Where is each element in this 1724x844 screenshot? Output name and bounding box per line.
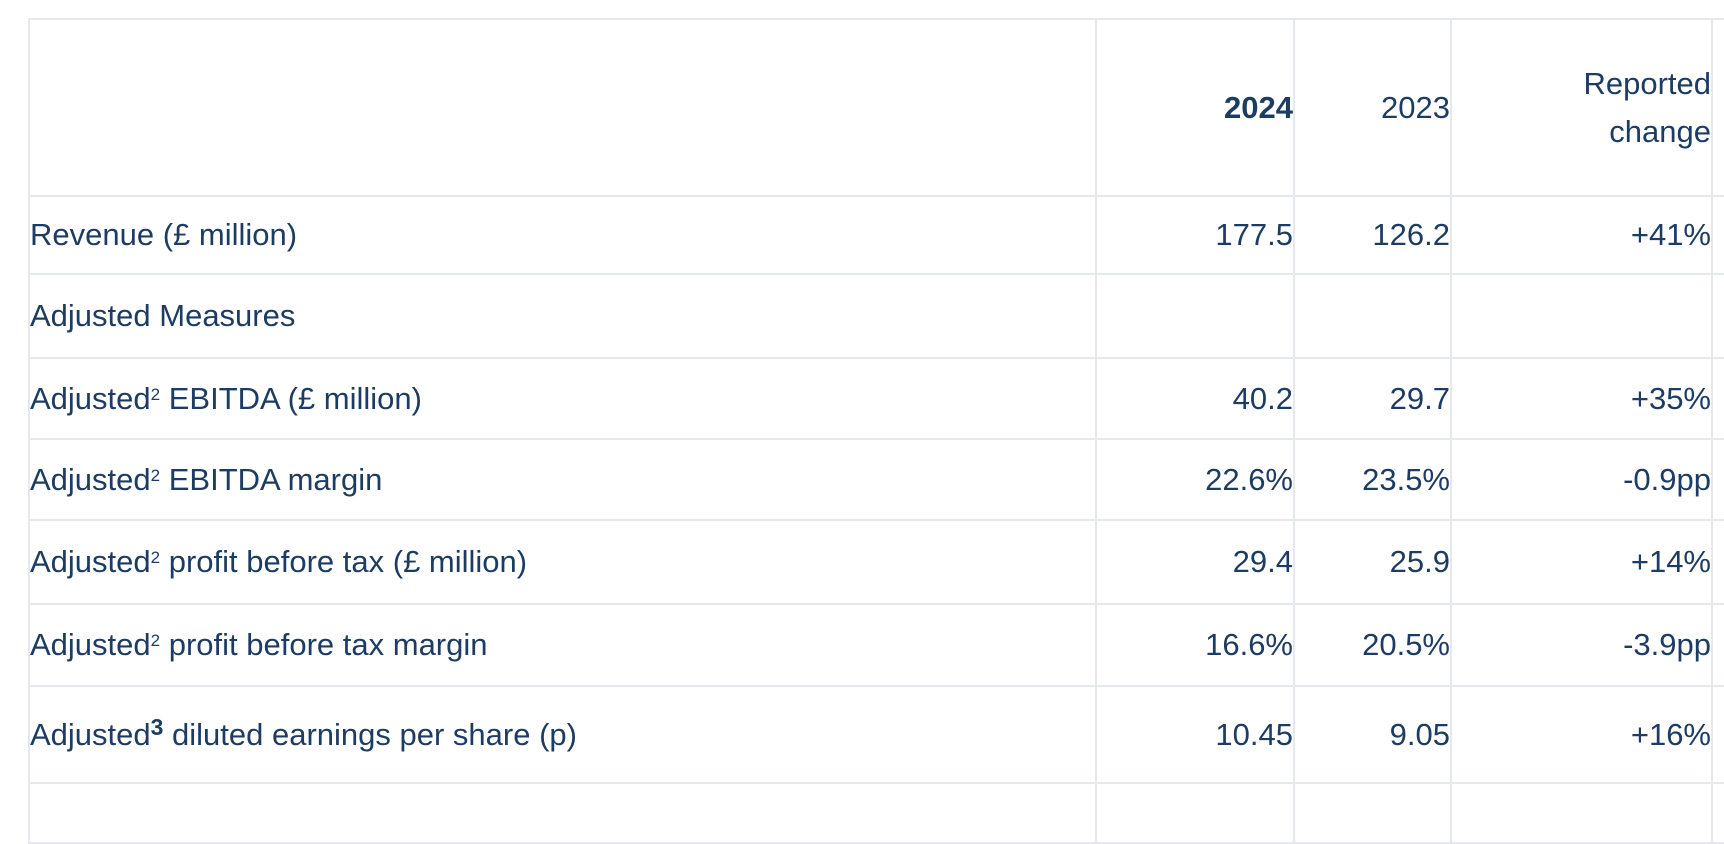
row-adjusted-profit-before-tax-margin: Adjusted2 profit before tax margin 16.6%… [28, 603, 1724, 687]
footnote-marker: 2 [150, 631, 161, 651]
metric-label: Adjusted2 EBITDA (£ million) [28, 357, 1097, 440]
value-2023: 20.5% [1293, 603, 1452, 687]
metric-label-text: Adjusted [30, 544, 151, 579]
footnote-marker: 2 [150, 465, 161, 485]
row-adjusted-diluted-eps: Adjusted3 diluted earnings per share (p)… [28, 685, 1724, 784]
value-change: +35% [1450, 357, 1713, 440]
value-extra [1711, 273, 1724, 359]
value-2024 [1095, 782, 1295, 844]
footnote-marker: 3 [150, 714, 164, 741]
metric-label-text: Adjusted [30, 461, 151, 497]
metric-label: Adjusted3 diluted earnings per share (p) [28, 685, 1097, 784]
value-2024 [1095, 273, 1295, 359]
row-revenue: Revenue (£ million) 177.5 126.2 +41% [28, 195, 1724, 275]
header-reported-change-line1: Reported [1583, 66, 1711, 102]
row-partial-clipped [28, 782, 1724, 844]
header-row: 2024 2023 Reported change [28, 18, 1724, 197]
value-2024: 16.6% [1095, 603, 1295, 687]
value-2024: 177.5 [1095, 195, 1295, 275]
metric-label: Adjusted2 profit before tax (£ million) [28, 519, 1097, 605]
header-year-2023: 2023 [1293, 18, 1452, 197]
value-2023 [1293, 273, 1452, 359]
value-extra [1711, 603, 1724, 687]
row-adjusted-ebitda: Adjusted2 EBITDA (£ million) 40.2 29.7 +… [28, 357, 1724, 440]
metric-label: Revenue (£ million) [28, 195, 1097, 275]
value-2023 [1293, 782, 1452, 844]
footnote-marker: 2 [150, 548, 161, 568]
value-change: +41% [1450, 195, 1713, 275]
metric-label-text: Adjusted [30, 627, 151, 662]
metric-label-rest: diluted earnings per share (p) [163, 716, 577, 752]
row-adjusted-profit-before-tax: Adjusted2 profit before tax (£ million) … [28, 519, 1724, 605]
value-extra [1711, 519, 1724, 605]
header-year-2024: 2024 [1095, 18, 1295, 197]
section-heading-text: Adjusted Measures [30, 298, 296, 333]
value-extra [1711, 438, 1724, 521]
value-extra [1711, 195, 1724, 275]
metric-label [28, 782, 1097, 844]
metric-label: Adjusted2 EBITDA margin [28, 438, 1097, 521]
header-reported-change: Reported change [1450, 18, 1713, 197]
metric-label-rest: EBITDA (£ million) [160, 380, 422, 416]
value-change: +16% [1450, 685, 1713, 784]
value-2024: 22.6% [1095, 438, 1295, 521]
header-extra-column [1711, 18, 1724, 197]
header-reported-change-line2: change [1609, 113, 1711, 149]
financial-summary-table: 2024 2023 Reported change Revenue (£ mill… [28, 18, 1724, 844]
value-2024: 29.4 [1095, 519, 1295, 605]
metric-label-text: Revenue (£ million) [30, 217, 298, 252]
value-extra [1711, 685, 1724, 784]
value-2024: 40.2 [1095, 357, 1295, 440]
value-2023: 9.05 [1293, 685, 1452, 784]
value-2023: 126.2 [1293, 195, 1452, 275]
value-change [1450, 782, 1713, 844]
financial-summary: 2024 2023 Reported change Revenue (£ mill… [28, 18, 1724, 844]
metric-label-rest: profit before tax margin [160, 627, 488, 662]
metric-label: Adjusted2 profit before tax margin [28, 603, 1097, 687]
metric-label-text: Adjusted [30, 380, 151, 416]
value-change: -3.9pp [1450, 603, 1713, 687]
value-2023: 23.5% [1293, 438, 1452, 521]
value-change: +14% [1450, 519, 1713, 605]
header-label-empty [28, 18, 1097, 197]
value-2023: 25.9 [1293, 519, 1452, 605]
metric-label-rest: EBITDA margin [160, 461, 383, 497]
footnote-marker: 2 [150, 384, 161, 404]
value-extra [1711, 782, 1724, 844]
row-section-adjusted-measures: Adjusted Measures [28, 273, 1724, 359]
section-heading: Adjusted Measures [28, 273, 1097, 359]
row-adjusted-ebitda-margin: Adjusted2 EBITDA margin 22.6% 23.5% -0.9… [28, 438, 1724, 521]
metric-label-rest: profit before tax (£ million) [160, 544, 528, 579]
value-change: -0.9pp [1450, 438, 1713, 521]
value-change [1450, 273, 1713, 359]
value-extra [1711, 357, 1724, 440]
value-2024: 10.45 [1095, 685, 1295, 784]
value-2023: 29.7 [1293, 357, 1452, 440]
metric-label-text: Adjusted [30, 716, 151, 752]
